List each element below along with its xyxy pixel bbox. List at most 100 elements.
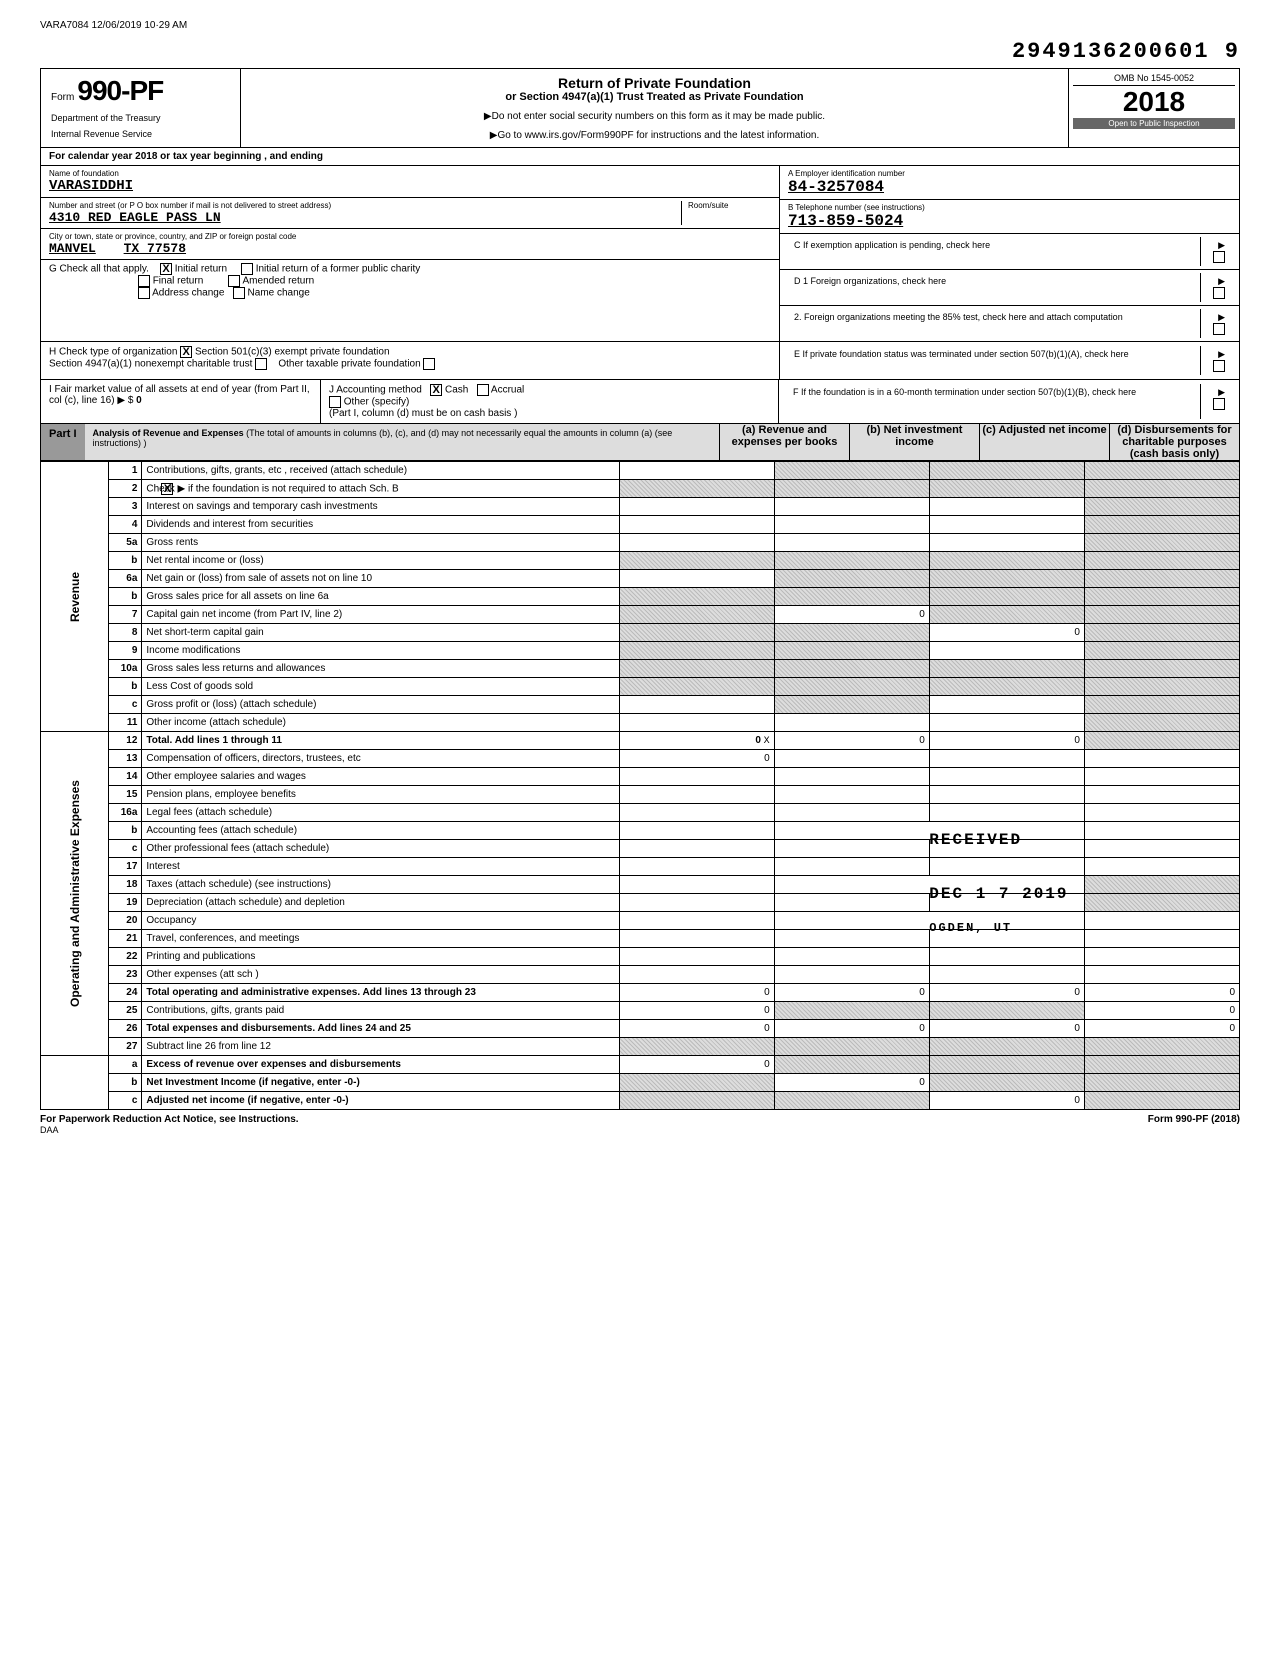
state-zip: TX 77578 [124, 241, 186, 256]
foundation-name: VARASIDDHI [49, 178, 771, 194]
j-label: J Accounting method [329, 385, 422, 396]
checkbox-d2[interactable] [1213, 323, 1225, 335]
footer-left: For Paperwork Reduction Act Notice, see … [40, 1114, 299, 1125]
side-expenses: Operating and Administrative Expenses [41, 732, 109, 1056]
checkbox-h2[interactable] [255, 358, 267, 370]
line-12: Total. Add lines 1 through 11 [142, 732, 619, 750]
val-26a: 0 [619, 1020, 774, 1038]
val-26b: 0 [774, 1020, 929, 1038]
line-20: Occupancy [142, 912, 619, 930]
g-amended: Amended return [243, 276, 315, 287]
part1-title: Analysis of Revenue and Expenses [93, 428, 244, 438]
checkbox-initial[interactable] [160, 263, 172, 275]
line-8: Net short-term capital gain [142, 624, 619, 642]
checkbox-accrual[interactable] [477, 384, 489, 396]
line-10b: Less Cost of goods sold [142, 678, 619, 696]
d2-label: 2. Foreign organizations meeting the 85%… [788, 309, 1201, 338]
line-24: Total operating and administrative expen… [142, 984, 619, 1002]
f-label: F If the foundation is in a 60-month ter… [787, 384, 1201, 419]
val-13a: 0 [619, 750, 774, 768]
col-a: (a) Revenue and expenses per books [719, 424, 849, 460]
line-18: Taxes (attach schedule) (see instruction… [142, 876, 619, 894]
g-initial: Initial return [175, 264, 227, 275]
line-7: Capital gain net income (from Part IV, l… [142, 606, 619, 624]
g-name-change: Name change [248, 288, 310, 299]
line-14: Other employee salaries and wages [142, 768, 619, 786]
val-7b: 0 [774, 606, 929, 624]
omb-number: OMB No 1545-0052 [1073, 73, 1235, 86]
checkbox-final[interactable] [138, 275, 150, 287]
checkbox-e[interactable] [1213, 360, 1225, 372]
h-opt3: Other taxable private foundation [278, 359, 420, 370]
checkbox-name-change[interactable] [233, 287, 245, 299]
form-number: 990-PF [77, 75, 163, 106]
street-address: 4310 RED EAGLE PASS LN [49, 210, 681, 225]
checkbox-initial-former[interactable] [241, 263, 253, 275]
line-9: Income modifications [142, 642, 619, 660]
received-stamp-1: RECEIVED [929, 831, 1022, 849]
val-8c: 0 [929, 624, 1084, 642]
phone: 713-859-5024 [788, 212, 1231, 230]
checkbox-h3[interactable] [423, 358, 435, 370]
d1-label: D 1 Foreign organizations, check here [788, 273, 1201, 302]
line-16a: Legal fees (attach schedule) [142, 804, 619, 822]
document-code: 2949136200601 9 [40, 39, 1240, 64]
public-inspection: Open to Public Inspection [1073, 118, 1235, 129]
form-header: Form 990-PF Department of the Treasury I… [40, 68, 1240, 148]
b-label: B Telephone number (see instructions) [788, 203, 1231, 212]
checkbox-addr-change[interactable] [138, 287, 150, 299]
val-27c: 0 [929, 1092, 1084, 1110]
line-11: Other income (attach schedule) [142, 714, 619, 732]
j-cash: Cash [445, 385, 468, 396]
city-label: City or town, state or province, country… [49, 232, 771, 241]
val-24c: 0 [929, 984, 1084, 1002]
line-15: Pension plans, employee benefits [142, 786, 619, 804]
checkbox-f[interactable] [1213, 398, 1225, 410]
checkbox-c[interactable] [1213, 251, 1225, 263]
line-1: Contributions, gifts, grants, etc , rece… [142, 462, 619, 480]
identity-grid: Name of foundation VARASIDDHI Number and… [40, 166, 1240, 342]
checkbox-h1[interactable] [180, 346, 192, 358]
line-27b: Net Investment Income (if negative, ente… [142, 1074, 619, 1092]
h-opt2: Section 4947(a)(1) nonexempt charitable … [49, 359, 252, 370]
val-26d: 0 [1084, 1020, 1239, 1038]
checkbox-d1[interactable] [1213, 287, 1225, 299]
calendar-year-row: For calendar year 2018 or tax year begin… [40, 148, 1240, 166]
g-final: Final return [153, 276, 204, 287]
line-5b: Net rental income or (loss) [142, 552, 619, 570]
line-16c: Other professional fees (attach schedule… [142, 840, 619, 858]
checkbox-other[interactable] [329, 396, 341, 408]
part1-header: Part I Analysis of Revenue and Expenses … [40, 424, 1240, 461]
line-6a: Net gain or (loss) from sale of assets n… [142, 570, 619, 588]
line-25: Contributions, gifts, grants paid [142, 1002, 619, 1020]
val-24d: 0 [1084, 984, 1239, 1002]
val-24a: 0 [619, 984, 774, 1002]
tax-year: 2018 [1073, 86, 1235, 118]
line-6b: Gross sales price for all assets on line… [142, 588, 619, 606]
line-22: Printing and publications [142, 948, 619, 966]
line-10a: Gross sales less returns and allowances [142, 660, 619, 678]
a-label: A Employer identification number [788, 169, 1231, 178]
j-accrual: Accrual [491, 385, 524, 396]
val-26c: 0 [929, 1020, 1084, 1038]
val-27a: 0 [619, 1056, 774, 1074]
footer: For Paperwork Reduction Act Notice, see … [40, 1114, 1240, 1125]
side-revenue: Revenue [41, 462, 109, 732]
col-b: (b) Net investment income [849, 424, 979, 460]
dept-treasury: Department of the Treasury [51, 113, 230, 123]
h-opt1: Section 501(c)(3) exempt private foundat… [195, 347, 390, 358]
form-prefix: Form [51, 92, 74, 103]
i-label: I Fair market value of all assets at end… [49, 384, 310, 406]
received-stamp-2: DEC 1 7 2019 [929, 885, 1068, 903]
line-16b: Accounting fees (attach schedule) [142, 822, 619, 840]
checkbox-amended[interactable] [228, 275, 240, 287]
checkbox-sch-b[interactable] [161, 483, 173, 495]
line-17: Interest [142, 858, 619, 876]
city: MANVEL [49, 241, 96, 256]
j-note: (Part I, column (d) must be on cash basi… [329, 408, 517, 419]
line-2: Check ▶ if the foundation is not require… [142, 480, 619, 498]
title-note1: ▶Do not enter social security numbers on… [251, 111, 1058, 122]
val-27b: 0 [774, 1074, 929, 1092]
i-value: 0 [136, 395, 142, 406]
checkbox-cash[interactable] [430, 384, 442, 396]
